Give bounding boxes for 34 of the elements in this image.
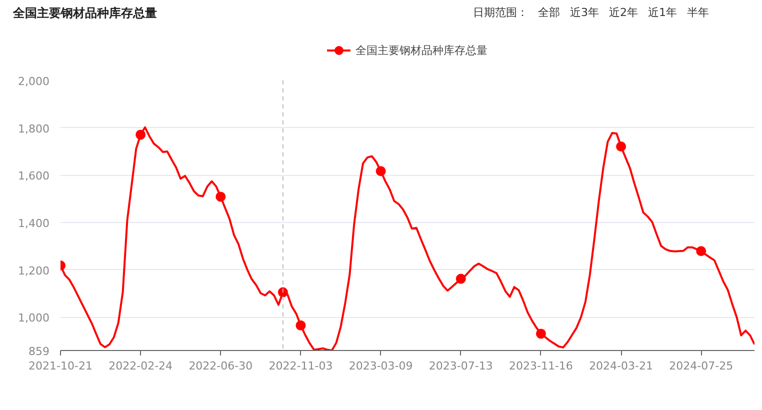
point [696, 246, 706, 256]
x-tick-label: 2024-03-21 [589, 360, 654, 372]
y-tick-label: 1,600 [18, 170, 50, 183]
point [456, 274, 466, 284]
legend-label: 全国主要钢材品种库存总量 [356, 42, 488, 58]
x-tick-label: 2021-10-21 [28, 360, 92, 372]
y-tick-label: 1,800 [18, 122, 50, 136]
point [376, 166, 386, 176]
point [296, 320, 306, 330]
x-tick-label: 2022-02-24 [108, 360, 173, 372]
x-tick-label: 2023-07-13 [428, 360, 493, 372]
y-tick-label: 1,000 [18, 312, 50, 325]
point [216, 192, 226, 202]
text: 半年 [687, 5, 709, 21]
y-tick-label: 859 [28, 345, 50, 358]
point [536, 328, 546, 339]
text: 日期范围： [473, 5, 528, 21]
point [616, 142, 626, 152]
line-series [60, 126, 754, 350]
text: 全部 [538, 5, 560, 21]
y-tick-label: 1,200 [18, 264, 50, 278]
point [136, 130, 146, 140]
text: 近3年 [570, 5, 599, 21]
text: 近1年 [648, 5, 677, 21]
x-tick-label: 2024-07-25 [669, 360, 734, 372]
x-tick-label: 2022-06-30 [188, 360, 253, 372]
x-tick-label: 2022-11-03 [268, 360, 333, 372]
text: 近2年 [609, 5, 638, 21]
y-tick-label: 1,400 [18, 216, 50, 230]
y-tick-label: 2,000 [18, 75, 50, 88]
x-tick-label: 2023-03-09 [348, 360, 413, 372]
point [278, 287, 288, 298]
chart-title: 全国主要钢材品种库存总量 [13, 5, 157, 22]
x-tick-label: 2023-11-16 [509, 360, 573, 372]
